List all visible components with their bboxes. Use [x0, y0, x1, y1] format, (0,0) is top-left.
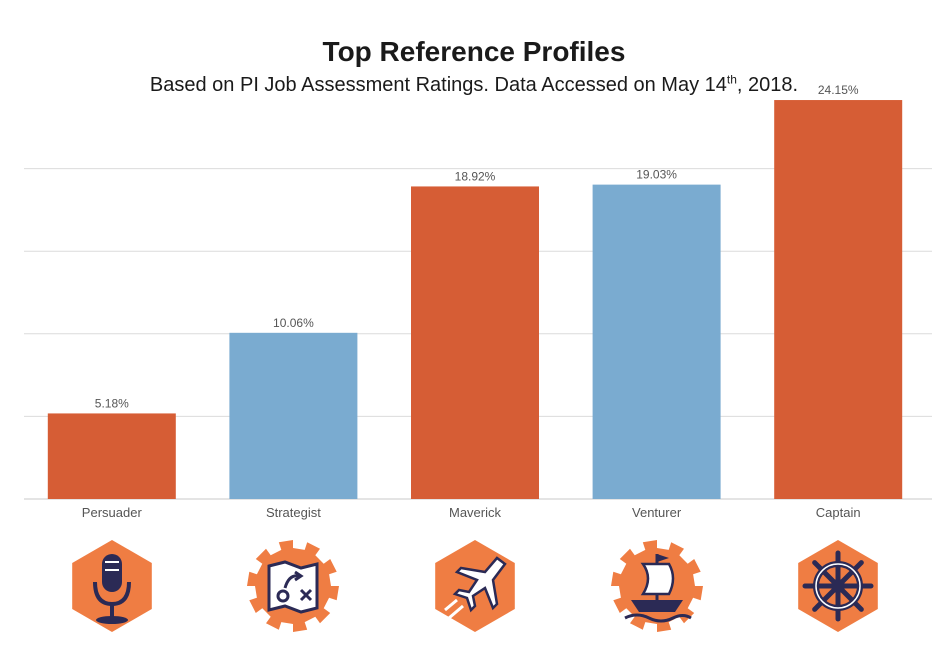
data-label: 24.15% [818, 83, 859, 97]
x-tick-label: Persuader [82, 505, 143, 520]
data-label: 19.03% [636, 168, 677, 182]
x-tick-label: Venturer [632, 505, 682, 520]
bar-persuader [47, 413, 176, 499]
x-tick-label: Captain [816, 505, 861, 520]
strategy-map-icon [245, 538, 341, 634]
data-label: 18.92% [455, 169, 496, 183]
ship-icon [609, 538, 705, 634]
x-tick-label: Strategist [266, 505, 321, 520]
bar-captain [774, 100, 903, 500]
chart-title: Top Reference Profiles [322, 36, 626, 67]
data-label: 10.06% [273, 316, 314, 330]
subtitle-superscript: th [726, 72, 737, 87]
bar-strategist [229, 332, 358, 499]
data-label: 5.18% [95, 396, 129, 410]
ship-wheel-icon [790, 538, 886, 634]
bar-venturer [592, 184, 721, 500]
subtitle-main: Based on PI Job Assessment Ratings. Data… [149, 74, 727, 96]
jet-icon [427, 538, 523, 634]
microphone-icon [64, 538, 160, 634]
x-tick-label: Maverick [449, 505, 502, 520]
chart-subtitle: Based on PI Job Assessment Ratings. Data… [0, 72, 948, 97]
subtitle-end: , 2018. [736, 74, 799, 96]
bar-maverick [411, 186, 539, 500]
